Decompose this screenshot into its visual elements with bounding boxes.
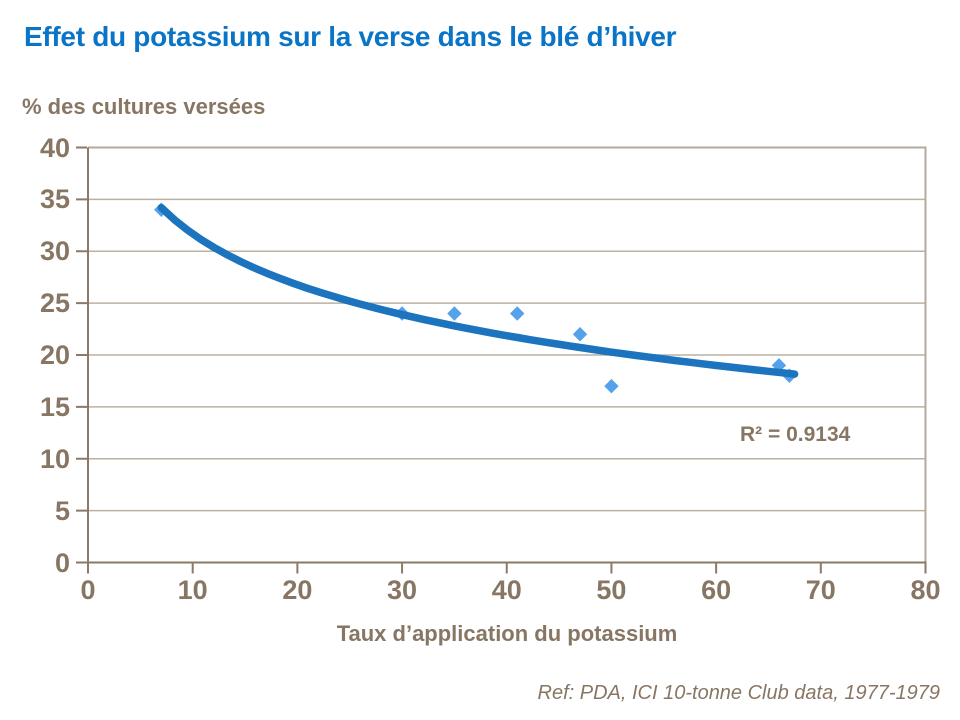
- data-point-marker: [604, 378, 619, 394]
- y-tick-label: 25: [39, 288, 70, 319]
- r-squared-label: R² = 0.9134: [740, 423, 851, 446]
- y-tick-label: 5: [54, 495, 70, 526]
- data-point-marker: [572, 327, 588, 342]
- x-tick-label: 0: [80, 575, 96, 605]
- reference-text: Ref: PDA, ICI 10-tonne Club data, 1977-1…: [537, 682, 940, 704]
- data-point-marker: [510, 306, 525, 321]
- y-tick-label: 40: [39, 132, 70, 163]
- y-tick-label: 0: [54, 547, 70, 578]
- y-tick-label: 15: [39, 391, 70, 422]
- x-tick-label: 20: [282, 575, 313, 605]
- y-axis-title: % des cultures versées: [22, 94, 266, 119]
- x-tick-label: 50: [596, 575, 627, 605]
- y-tick-label: 35: [39, 184, 70, 215]
- data-point-marker: [447, 306, 462, 321]
- chart-title: Effet du potassium sur la verse dans le …: [24, 21, 677, 52]
- y-tick-label: 10: [39, 443, 70, 474]
- x-tick-label: 30: [387, 575, 418, 605]
- y-tick-label: 30: [39, 236, 70, 267]
- x-axis-title: Taux d’application du potassium: [336, 621, 678, 646]
- y-tick-label: 20: [39, 340, 70, 370]
- trendline-curve: [157, 203, 799, 378]
- x-tick-label: 40: [491, 575, 522, 605]
- x-tick-label: 10: [177, 575, 208, 605]
- x-tick-label: 60: [701, 575, 732, 605]
- x-tick-label: 70: [805, 575, 836, 605]
- x-tick-label: 80: [910, 575, 941, 605]
